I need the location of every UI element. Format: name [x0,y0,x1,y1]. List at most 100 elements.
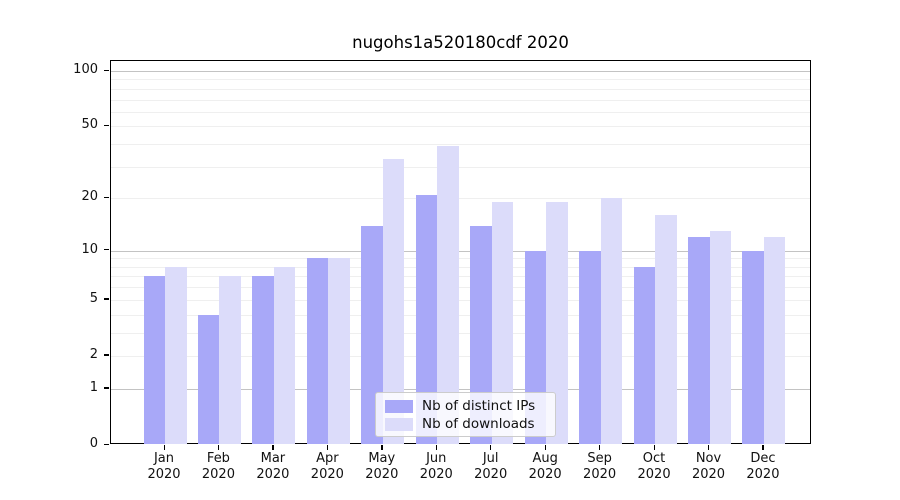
x-tick-mark [326,445,329,450]
x-tick-label: Mar 2020 [245,451,301,483]
bar-downloads-Mar [273,266,296,444]
bar-distinct-ips-Dec [742,250,764,444]
x-tick-mark [762,445,764,450]
gridline-minor [111,332,810,334]
x-tick-mark [490,445,492,450]
legend-label-downloads: Nb of downloads [422,416,535,432]
x-tick-label: Jun 2020 [408,451,464,483]
gridline-minor [111,144,810,146]
y-tick-label: 2 [89,346,98,362]
bar-downloads-May [382,159,405,444]
y-tick-label: 100 [73,62,98,77]
x-tick-mark [708,445,710,450]
x-tick-label-year: 2020 [256,467,290,482]
x-tick-label-year: 2020 [474,467,508,482]
chart-title: nugohs1a520180cdf 2020 [352,33,569,52]
bar-distinct-ips-Jan [143,276,165,444]
x-tick-label-year: 2020 [528,467,562,482]
x-tick-label-year: 2020 [419,467,453,482]
bar-downloads-Jun [437,146,459,444]
gridline-minor [111,88,810,90]
x-tick-label-year: 2020 [637,467,671,482]
x-tick-label-year: 2020 [147,467,181,482]
y-tick-mark [104,387,109,389]
x-tick-label-year: 2020 [365,467,399,482]
x-tick-label: Aug 2020 [517,451,573,483]
gridline-minor [111,276,810,278]
y-tick-label: 5 [89,290,98,306]
gridline-major [111,250,810,252]
bar-distinct-ips-Feb [197,314,220,444]
x-tick-mark [599,445,601,450]
x-tick-label-year: 2020 [310,467,344,482]
bar-distinct-ips-Jul [470,225,492,444]
bar-downloads-Jan [165,266,187,444]
x-tick-label: Nov 2020 [681,451,737,483]
gridline-minor [111,287,810,289]
legend-swatch-downloads [385,417,413,431]
y-tick-mark [104,354,109,356]
x-tick-label: Apr 2020 [299,451,355,483]
y-tick-label: 20 [81,189,98,205]
y-tick-label: 0 [89,436,98,451]
x-tick-mark [381,445,383,450]
y-tick-mark [104,443,109,445]
gridline-minor [111,126,810,128]
bar-distinct-ips-Sep [579,250,601,444]
plot-area [110,60,811,444]
bar-downloads-Apr [328,258,350,444]
bar-distinct-ips-Oct [633,266,656,444]
y-tick-mark [104,196,109,199]
y-tick-label: 1 [89,379,98,395]
bar-downloads-Sep [600,198,623,444]
y-tick-mark [104,249,109,251]
bar-downloads-Feb [219,276,241,444]
gridline-minor [111,198,810,200]
x-tick-label: May 2020 [354,451,410,483]
x-tick-label-year: 2020 [583,467,617,482]
x-tick-label: Feb 2020 [190,451,246,483]
y-tick-mark [104,298,109,300]
x-tick-label: Jul 2020 [463,451,519,483]
gridline-minor [111,258,810,260]
x-tick-mark [163,445,165,450]
bar-distinct-ips-Jun [415,194,438,444]
bar-distinct-ips-Mar [252,276,274,444]
gridline-minor [111,111,810,113]
x-tick-label: Oct 2020 [626,451,682,483]
x-tick-mark [272,445,274,450]
x-tick-label-year: 2020 [201,467,235,482]
bar-distinct-ips-Apr [306,258,329,444]
x-tick-label: Dec 2020 [735,451,791,483]
y-tick-label: 50 [81,117,98,133]
y-tick-mark [104,124,109,127]
gridline-minor [111,166,810,168]
y-tick-label: 10 [81,241,98,257]
legend: Nb of distinct IPs Nb of downloads [375,392,556,437]
gridline-major [111,388,810,390]
bar-distinct-ips-Nov [688,237,710,444]
gridline-minor [111,299,810,301]
bar-downloads-Dec [763,237,786,444]
bar-downloads-Aug [546,202,568,444]
x-tick-mark [435,445,438,450]
x-tick-label: Jan 2020 [136,451,192,483]
legend-item-distinct-ips: Nb of distinct IPs [385,398,546,414]
bar-distinct-ips-May [361,225,383,444]
x-tick-label-year: 2020 [691,467,726,482]
x-tick-mark [217,445,220,450]
gridline-minor [111,79,810,81]
bar-downloads-Nov [709,231,731,444]
x-tick-mark [544,445,546,450]
x-tick-label-year: 2020 [746,467,780,482]
gridline-minor [111,266,810,268]
x-tick-mark [653,445,655,450]
legend-label-distinct-ips: Nb of distinct IPs [422,398,536,414]
legend-swatch-distinct-ips [385,399,413,413]
legend-item-downloads: Nb of downloads [385,416,546,432]
y-tick-mark [104,69,109,71]
gridline-minor [111,99,810,101]
bar-downloads-Oct [655,215,677,444]
bar-downloads-Jul [491,202,514,444]
